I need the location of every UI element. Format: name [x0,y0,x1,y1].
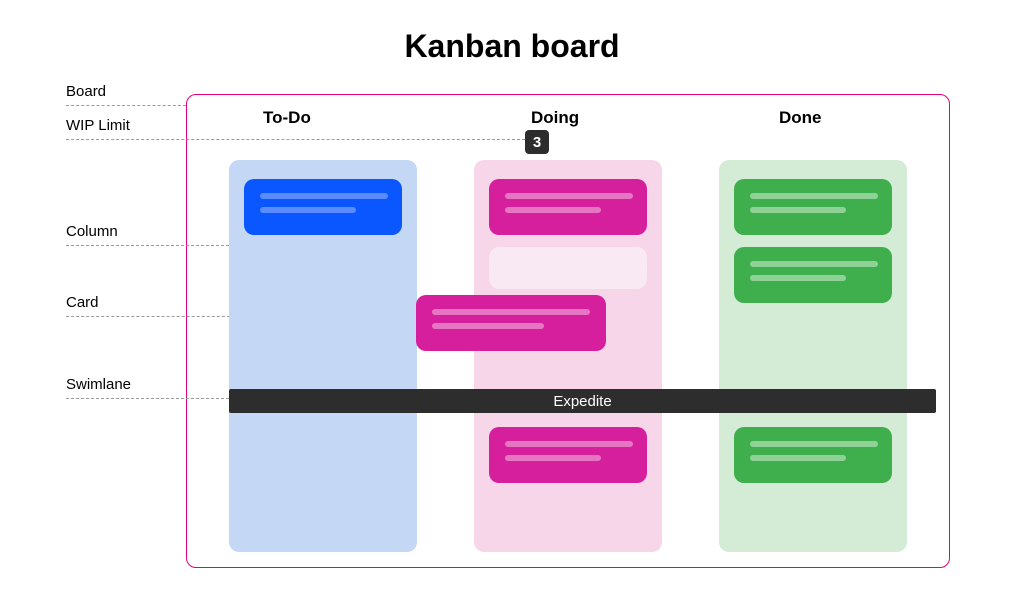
wip-limit-badge: 3 [525,130,549,154]
card[interactable] [489,427,647,483]
card[interactable] [489,179,647,235]
annotation-label-swimlane: Swimlane [66,376,131,393]
card-line [432,309,590,315]
page-title: Kanban board [0,28,1024,65]
card-line [505,441,633,447]
card-line [505,455,601,461]
card-line [750,455,846,461]
column-header-done: Done [779,108,822,128]
annotation-leader-swimlane [66,398,229,399]
annotation-label-column: Column [66,223,118,240]
card-line [750,441,878,447]
card[interactable] [734,179,892,235]
column-header-todo: To-Do [263,108,311,128]
card-line [750,207,846,213]
annotation-label-card: Card [66,294,99,311]
card-line [750,261,878,267]
card[interactable] [734,247,892,303]
swimlane-expedite: Expedite [229,389,936,413]
card-line [505,207,601,213]
card-line [750,193,878,199]
annotation-leader-board [66,105,186,106]
annotation-label-board: Board [66,83,106,100]
card-annotated[interactable] [416,295,606,351]
card[interactable] [244,179,402,235]
annotation-leader-column [66,245,229,246]
card[interactable] [734,427,892,483]
annotation-label-wip: WIP Limit [66,117,130,134]
card-line [505,193,633,199]
card-line [260,193,388,199]
annotation-leader-wip [66,139,525,140]
card[interactable] [489,247,647,289]
card-line [260,207,356,213]
column-header-doing: Doing [531,108,579,128]
card-line [432,323,544,329]
card-line [750,275,846,281]
